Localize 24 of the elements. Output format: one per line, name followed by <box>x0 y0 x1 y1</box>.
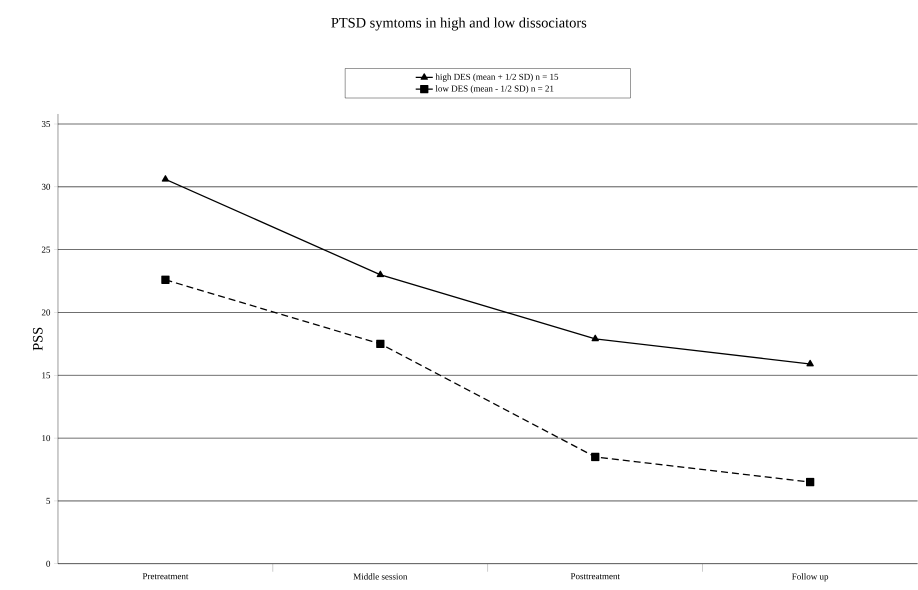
y-tick-label: 0 <box>46 560 50 567</box>
y-tick-label: 25 <box>42 246 50 253</box>
point <box>376 270 384 278</box>
point <box>592 334 599 342</box>
point <box>591 452 600 462</box>
point <box>162 175 170 182</box>
x-tick-label: Posttreatment <box>570 573 620 580</box>
x-tick-label: Follow up <box>792 573 828 582</box>
y-tick-label: 10 <box>42 435 50 442</box>
point <box>806 360 814 366</box>
y-tick-label: 30 <box>42 184 50 190</box>
point <box>376 340 384 348</box>
y-tick-label: 15 <box>42 372 50 378</box>
point <box>161 276 170 284</box>
y-tick-label: 35 <box>42 121 50 128</box>
y-axis-title: PSS <box>32 328 43 351</box>
point <box>806 478 814 486</box>
y-tick-label: 20 <box>42 310 50 316</box>
y-tick-label: 5 <box>46 498 50 504</box>
legend-label: high DES (mean + 1/2 SD) n = 15 <box>436 74 558 82</box>
chart-title: PTSD symtoms in high and low dissociators <box>331 18 586 31</box>
legend-label: low DES (mean - 1/2 SD) n = 21 <box>436 85 554 94</box>
x-tick-label: Middle session <box>353 573 408 580</box>
x-tick-label: Pretreatment <box>142 573 188 580</box>
